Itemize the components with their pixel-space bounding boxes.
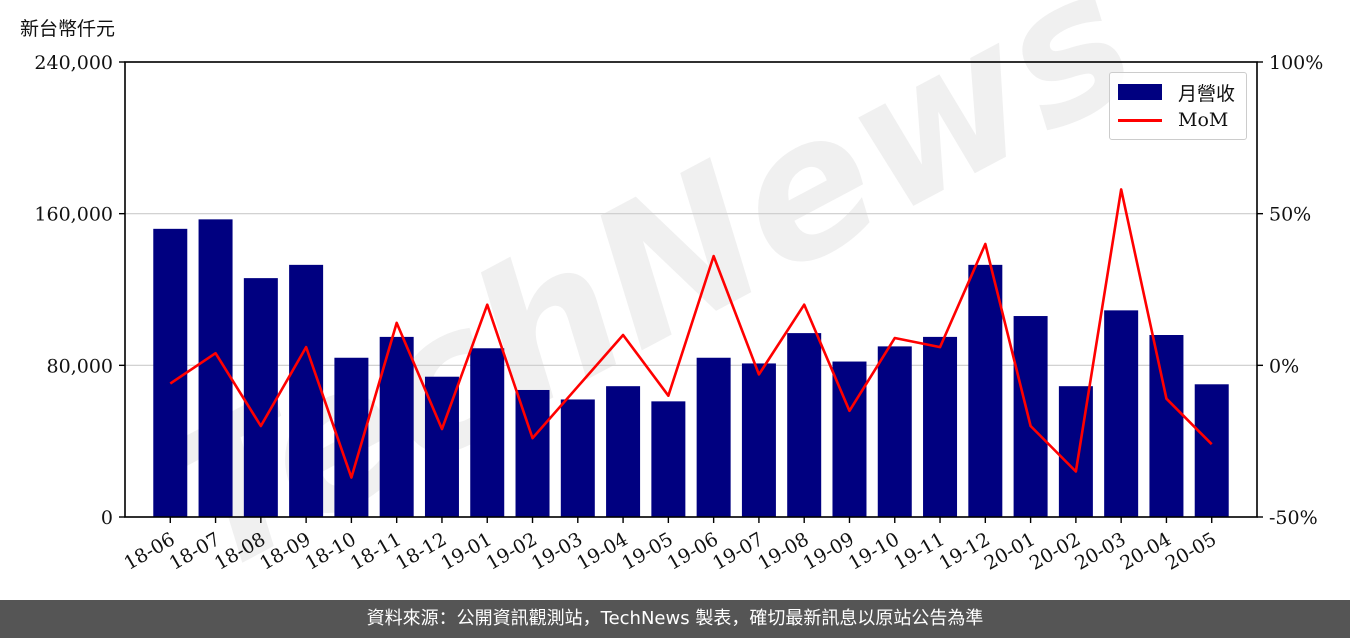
bar-19-02 — [515, 389, 550, 517]
right-tick-label: -50% — [1269, 507, 1318, 529]
x-tick-label: 19-02 — [483, 528, 541, 574]
x-tick-label: 19-04 — [573, 528, 631, 574]
bar-18-06 — [153, 228, 188, 518]
legend-label-revenue: 月營收 — [1178, 82, 1236, 105]
x-tick-label: 20-05 — [1162, 528, 1220, 574]
mom-line — [169, 188, 1213, 479]
x-tick-label: 19-05 — [618, 528, 676, 574]
bar-19-11 — [923, 336, 958, 517]
x-tick-label: 19-10 — [845, 528, 903, 574]
left-tick-label: 240,000 — [34, 52, 113, 74]
right-tick-label: 50% — [1269, 204, 1311, 226]
bar-19-05 — [651, 401, 686, 517]
revenue-chart: TechNews 0 80,000 160,000 240,000 -50% 0% 50% 1… — [34, 0, 1323, 600]
mom-line-series — [169, 188, 1213, 479]
bar-19-07 — [741, 363, 776, 517]
left-tick-label: 160,000 — [34, 204, 113, 226]
bar-20-03 — [1104, 310, 1139, 517]
bar-series — [153, 219, 1229, 518]
legend-item-revenue: 月營收 — [1118, 81, 1236, 105]
x-tick-label: 20-01 — [981, 528, 1039, 574]
bar-18-08 — [243, 278, 278, 517]
x-tick-label: 19-06 — [664, 528, 722, 574]
bar-20-04 — [1149, 335, 1184, 517]
bar-19-03 — [560, 399, 595, 517]
bar-20-02 — [1058, 386, 1093, 517]
bar-19-12 — [968, 264, 1003, 517]
x-tick-label: 19-11 — [890, 528, 948, 574]
bar-19-08 — [787, 333, 822, 517]
right-tick-label: 100% — [1269, 52, 1323, 74]
x-tick-label: 20-02 — [1026, 528, 1084, 574]
legend-label-mom: MoM — [1178, 109, 1229, 131]
x-tick-label: 18-06 — [120, 528, 178, 574]
bar-20-05 — [1194, 384, 1229, 517]
x-tick-label: 19-12 — [935, 528, 993, 574]
left-tick-label: 0 — [101, 507, 113, 529]
legend: 月營收 MoM — [1109, 72, 1247, 140]
x-tick-label: 20-04 — [1116, 528, 1174, 574]
legend-line-swatch — [1118, 118, 1162, 122]
bar-19-10 — [877, 346, 912, 517]
bar-18-11 — [379, 336, 414, 517]
x-tick-label: 19-07 — [709, 528, 767, 574]
watermark: TechNews — [130, 0, 1168, 600]
legend-item-mom: MoM — [1118, 109, 1228, 131]
bar-19-04 — [606, 386, 641, 517]
x-tick-label: 20-03 — [1071, 528, 1129, 574]
bar-19-06 — [696, 357, 731, 517]
x-tick-label: 19-08 — [754, 528, 812, 574]
right-tick-label: 0% — [1269, 355, 1299, 377]
x-tick-label: 19-03 — [528, 528, 586, 574]
bar-19-01 — [470, 348, 505, 517]
bar-18-09 — [289, 264, 324, 517]
bar-20-01 — [1013, 316, 1048, 517]
x-tick-label: 19-01 — [437, 528, 495, 574]
x-tick-label: 18-12 — [392, 528, 450, 574]
bar-18-07 — [198, 219, 233, 517]
legend-bar-swatch — [1118, 84, 1162, 100]
unit-label: 新台幣仟元 — [20, 18, 116, 40]
x-tick-label: 19-09 — [800, 528, 858, 574]
source-footer: 資料來源：公開資訊觀測站，TechNews 製表，確切最新訊息以原站公告為準 — [0, 600, 1350, 638]
plot-frame — [124, 61, 1258, 518]
left-tick-label: 80,000 — [47, 355, 113, 377]
watermark-text: TechNews — [130, 0, 1168, 600]
